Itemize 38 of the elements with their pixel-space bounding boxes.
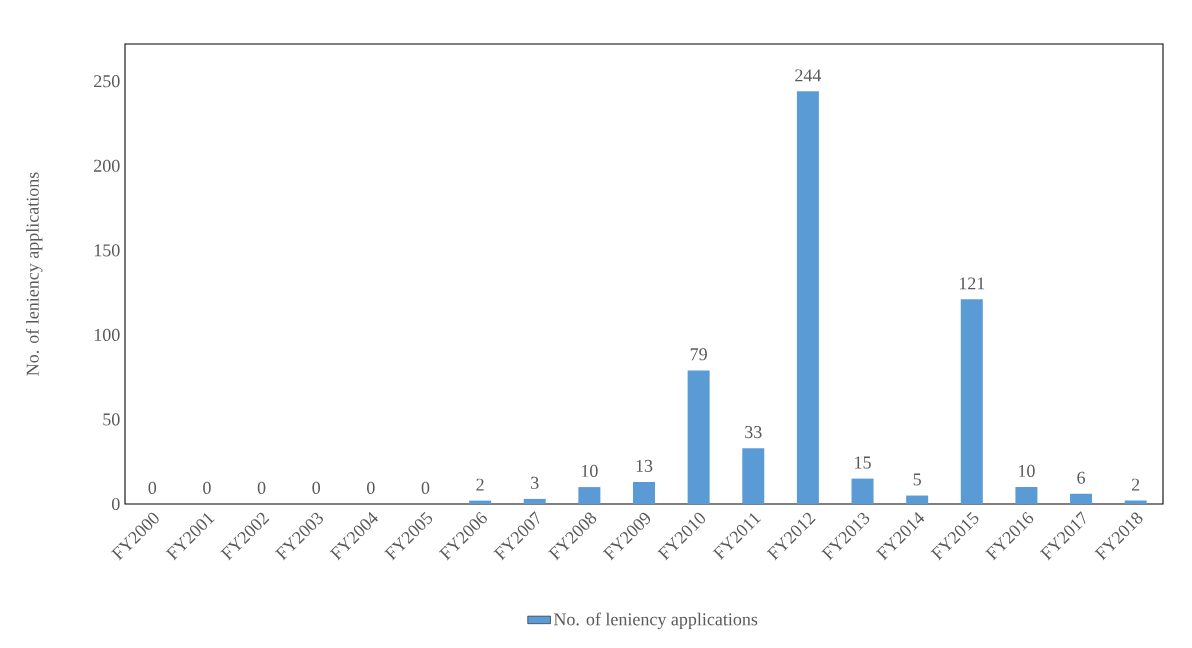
y-tick-label: 200 — [94, 159, 120, 172]
data-label: 244 — [795, 69, 822, 82]
y-tick-label: 50 — [103, 413, 120, 426]
y-tick-label: 150 — [94, 244, 120, 257]
bar — [1070, 493, 1093, 504]
bar — [796, 91, 819, 504]
bar — [742, 448, 765, 504]
bar — [578, 487, 601, 504]
bar — [633, 482, 655, 504]
bar — [1015, 487, 1038, 504]
bar — [851, 478, 874, 504]
data-label: 3 — [531, 476, 539, 489]
legend-label: No. of leniency applications — [553, 612, 758, 630]
bar — [906, 495, 929, 504]
bar — [523, 498, 546, 504]
data-label: 0 — [421, 481, 430, 494]
data-label: 0 — [257, 481, 266, 494]
data-label: 5 — [913, 473, 921, 486]
data-label: 0 — [367, 481, 375, 494]
data-label: 33 — [745, 426, 762, 439]
data-label: 10 — [1019, 464, 1035, 478]
data-label: 13 — [636, 459, 653, 472]
data-label: 2 — [476, 478, 484, 491]
bar — [960, 299, 983, 504]
bar — [687, 370, 710, 504]
data-label: 0 — [203, 481, 211, 494]
data-label: 121 — [959, 277, 985, 290]
y-axis-title: No. of leniency applications — [25, 172, 43, 376]
data-label: 15 — [855, 456, 871, 469]
y-tick-label: 0 — [111, 497, 120, 511]
y-tick-label: 250 — [94, 75, 120, 88]
data-label: 79 — [690, 348, 707, 361]
data-label: 2 — [1131, 478, 1140, 491]
data-label: 0 — [148, 481, 157, 494]
y-tick-label: 100 — [94, 328, 120, 341]
data-label: 0 — [312, 481, 321, 494]
data-label: 6 — [1077, 471, 1086, 484]
data-label: 10 — [581, 464, 598, 478]
